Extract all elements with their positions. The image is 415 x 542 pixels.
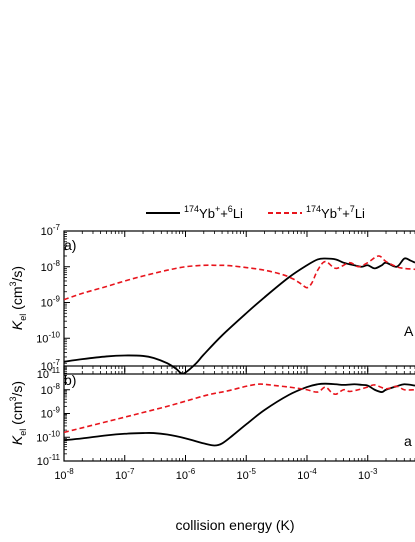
y-tick-label: 10-8 — [41, 259, 61, 274]
panel-a-ylabel-main: K — [9, 320, 25, 330]
legend-li6-sup3: 6 — [228, 204, 233, 214]
panel-b-label: b) — [64, 372, 76, 388]
y-tick-label: 10-11 — [37, 453, 61, 468]
panel-1-frame — [63, 365, 415, 462]
y-tick-base: 10 — [41, 361, 53, 373]
y-tick-exp: -9 — [53, 295, 61, 304]
y-tick-base: 10 — [41, 226, 53, 238]
panel-b-corner-label: a — [404, 433, 412, 449]
y-tick-label: 10-10 — [36, 429, 60, 444]
y-tick-label: 10-7 — [41, 358, 61, 373]
panel-b-ylabel-sub: el — [18, 429, 28, 436]
panel-b-ylabel-main: K — [9, 435, 25, 445]
panel-a-ylabel-post: /s) — [9, 266, 25, 282]
y-tick-base: 10 — [41, 262, 53, 274]
panel-a-ylabel-pre: (cm — [9, 287, 25, 314]
y-tick-exp: -10 — [48, 429, 60, 438]
panel-0-series — [64, 255, 415, 374]
y-tick-label: 10-9 — [41, 406, 61, 421]
y-tick-label: 10-7 — [41, 223, 61, 238]
y-tick-base: 10 — [41, 298, 53, 310]
y-tick-base: 10 — [37, 456, 49, 468]
x-tick-label: 10-7 — [115, 467, 135, 482]
panel-b-ylabel-post: /s) — [9, 381, 25, 397]
x-tick-exp: -5 — [249, 467, 257, 476]
y-tick-exp: -8 — [53, 382, 61, 391]
panel-b-y-axis-title: Kel (cm3/s) — [8, 381, 28, 445]
panel-1-series — [64, 382, 415, 447]
y-tick-label: 10-8 — [41, 382, 61, 397]
x-tick-label: 10-8 — [54, 467, 74, 482]
legend-label-li6: 174Yb++6Li — [184, 204, 243, 221]
x-tick-exp: -6 — [188, 467, 196, 476]
legend-li6-mid1: Yb — [199, 206, 215, 221]
series-line-li7 — [64, 255, 415, 301]
panel-a-y-axis-title: Kel (cm3/s) — [8, 266, 28, 330]
x-tick-exp: -3 — [370, 467, 378, 476]
y-tick-exp: -10 — [48, 330, 60, 339]
legend-li7-sup3: 7 — [350, 204, 355, 214]
panel-a-corner-label: A — [404, 323, 414, 339]
y-tick-label: 10-11 — [37, 366, 61, 381]
y-tick-base: 10 — [37, 369, 49, 381]
y-tick-label: 10-9 — [41, 295, 61, 310]
series-line-li6 — [64, 382, 415, 447]
panel-0-frame — [63, 230, 415, 375]
y-tick-exp: -11 — [49, 453, 61, 462]
panel-b: b) a Kel (cm3/s) collision energy (K) 10… — [8, 358, 415, 533]
legend-li6-tail: Li — [233, 206, 243, 221]
y-tick-exp: -9 — [53, 406, 61, 415]
x-tick-label: 10-3 — [358, 467, 378, 482]
y-tick-label: 10-10 — [36, 330, 60, 345]
y-tick-exp: -7 — [53, 358, 61, 367]
panel-b-ylabel-sup: 3 — [8, 396, 18, 401]
x-tick-base: 10 — [176, 470, 188, 482]
x-tick-label: 10-6 — [176, 467, 196, 482]
series-line-li7 — [64, 383, 415, 434]
x-tick-exp: -8 — [67, 467, 75, 476]
y-tick-base: 10 — [41, 385, 53, 397]
x-axis-title: collision energy (K) — [175, 517, 294, 533]
x-tick-base: 10 — [115, 470, 127, 482]
x-tick-exp: -4 — [310, 467, 318, 476]
legend-li7-tail: Li — [355, 206, 365, 221]
x-tick-base: 10 — [297, 470, 309, 482]
y-tick-base: 10 — [36, 333, 48, 345]
panel-a-label: a) — [64, 237, 76, 253]
legend-li6-sup2: + — [215, 204, 220, 214]
legend-li7-sup2: + — [337, 204, 342, 214]
y-tick-exp: -7 — [53, 223, 61, 232]
y-tick-base: 10 — [41, 409, 53, 421]
legend-li7-sup1: 174 — [306, 204, 321, 214]
panel-a-ylabel-sup: 3 — [8, 281, 18, 286]
legend-li6-sup1: 174 — [184, 204, 199, 214]
y-tick-base: 10 — [36, 432, 48, 444]
y-tick-exp: -11 — [49, 366, 61, 375]
y-tick-exp: -8 — [53, 259, 61, 268]
x-tick-base: 10 — [237, 470, 249, 482]
x-tick-label: 10-4 — [297, 467, 317, 482]
panel-b-ylabel-pre: (cm — [9, 402, 25, 429]
panel-a-ylabel-sub: el — [18, 314, 28, 321]
legend-li6-mid2: + — [220, 206, 228, 221]
x-tick-base: 10 — [358, 470, 370, 482]
x-tick-label: 10-5 — [237, 467, 257, 482]
legend-li7-mid2: + — [342, 206, 350, 221]
series-line-li6 — [64, 257, 415, 374]
legend-label-li7: 174Yb++7Li — [306, 204, 365, 221]
legend-li7-mid1: Yb — [321, 206, 337, 221]
x-tick-exp: -7 — [127, 467, 135, 476]
x-tick-base: 10 — [54, 470, 66, 482]
legend: 174Yb++6Li 174Yb++7Li — [146, 204, 365, 221]
